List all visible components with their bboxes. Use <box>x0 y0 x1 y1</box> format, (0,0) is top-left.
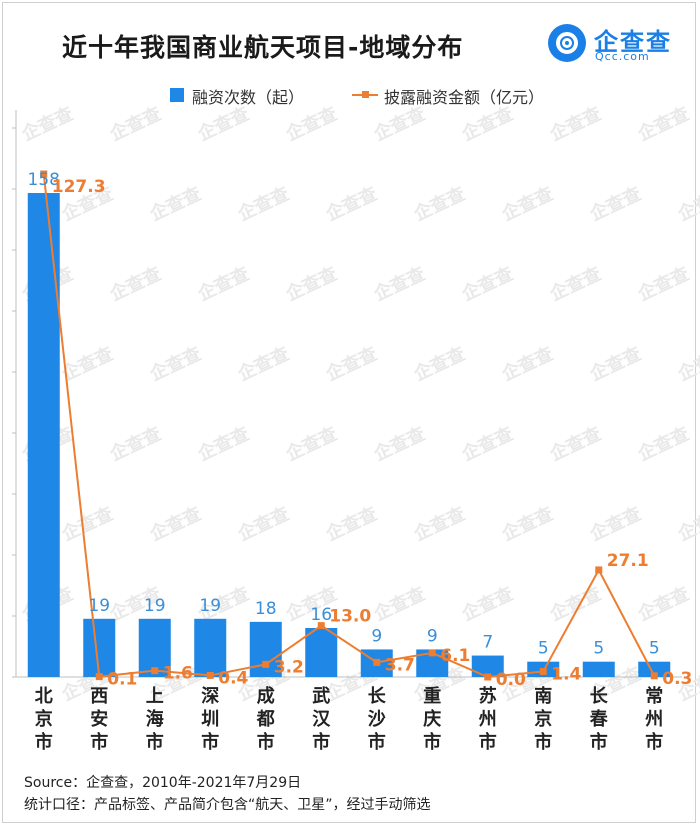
line-point <box>151 667 159 675</box>
x-tick-label: 北 <box>35 686 53 707</box>
bar-label: 19 <box>88 596 110 616</box>
bar <box>305 627 338 677</box>
bar-label: 9 <box>371 626 382 646</box>
x-tick-label: 武 <box>312 686 330 707</box>
x-tick-label: 市 <box>368 731 386 753</box>
bar-label: 19 <box>144 596 166 616</box>
legend-bar-label: 融资次数（起） <box>192 88 305 107</box>
x-tick-label: 常 <box>645 685 663 707</box>
line-point <box>539 667 547 675</box>
line-point <box>650 672 658 680</box>
line-label: 0.1 <box>107 670 137 690</box>
line-label: 27.1 <box>607 551 649 571</box>
x-tick-label: 市 <box>645 731 663 753</box>
line-label: 127.3 <box>52 177 106 197</box>
chart-title: 近十年我国商业航天项目-地域分布 <box>62 33 464 62</box>
bar-label: 9 <box>427 626 438 646</box>
bar <box>638 661 671 677</box>
line-series <box>42 173 656 679</box>
line-label: 0.0 <box>496 670 526 690</box>
bar-label: 158 <box>28 170 60 190</box>
bar <box>582 661 615 677</box>
bar-label: 7 <box>482 633 493 653</box>
x-tick-label: 市 <box>479 731 497 753</box>
qcc-logo-icon <box>548 24 586 62</box>
legend-line-marker <box>362 91 369 98</box>
bar <box>194 618 227 677</box>
qcc-logo-sub: Qcc.com <box>595 50 650 63</box>
x-tick-label: 圳 <box>201 709 219 730</box>
line-point <box>317 622 325 630</box>
x-tick-label: 上 <box>146 686 164 707</box>
bar-label: 19 <box>199 596 221 616</box>
line-point <box>595 566 603 574</box>
line-label: 3.2 <box>274 657 304 677</box>
bar-label: 18 <box>255 599 277 619</box>
qcc-logo-text: 企查查 <box>594 28 672 56</box>
x-tick-label: 市 <box>312 731 330 753</box>
bar-label: 5 <box>593 639 604 659</box>
x-tick-label: 深 <box>201 685 219 707</box>
bar-label: 5 <box>649 639 660 659</box>
footer-source: Source：企查查，2010年-2021年7月29日 <box>24 775 302 791</box>
x-tick-label: 苏 <box>479 685 497 707</box>
line-label: 6.1 <box>440 646 470 666</box>
footer-note: 统计口径：产品标签、产品简介包含“航天、卫星”，经过手动筛选 <box>24 797 431 813</box>
x-tick-label: 市 <box>35 731 53 753</box>
line-point <box>40 170 48 178</box>
x-tick-label: 春 <box>590 708 609 730</box>
line-point <box>373 658 381 666</box>
x-tick-label: 京 <box>35 708 53 730</box>
x-tick-label: 汉 <box>312 709 331 730</box>
x-tick-label: 安 <box>90 708 108 730</box>
x-tick-label: 市 <box>201 731 219 753</box>
x-tick-label: 沙 <box>368 709 386 730</box>
x-tick-label: 庆 <box>423 708 441 730</box>
x-tick-label: 市 <box>423 731 441 753</box>
line-point <box>206 671 214 679</box>
x-tick-label: 成 <box>257 685 275 707</box>
x-tick-label: 州 <box>478 709 497 730</box>
qcc-logo: 企查查 Qcc.com <box>548 22 698 66</box>
bar <box>83 618 116 677</box>
line-label: 1.6 <box>163 664 193 684</box>
x-tick-label: 市 <box>590 731 608 753</box>
bar-label: 16 <box>310 605 332 625</box>
x-tick-label: 市 <box>257 731 275 753</box>
x-tick-label: 重 <box>423 685 441 707</box>
x-tick-label: 西 <box>90 686 108 707</box>
line-label: 1.4 <box>551 664 581 684</box>
bar <box>27 193 60 677</box>
x-tick-label: 长 <box>368 686 387 707</box>
line-label: 0.3 <box>662 669 692 689</box>
line-point <box>95 673 103 681</box>
line-label: 3.7 <box>385 655 415 675</box>
x-tick-label: 市 <box>146 731 164 753</box>
bar-label: 5 <box>538 639 549 659</box>
legend-line-label: 披露融资金额（亿元） <box>384 88 545 107</box>
line-point <box>484 673 492 681</box>
x-tick-label: 都 <box>256 709 275 730</box>
x-tick-label: 州 <box>644 709 663 730</box>
x-tick-label: 市 <box>534 731 552 753</box>
bar <box>471 655 504 677</box>
line-point <box>428 649 436 657</box>
legend-bar-swatch <box>170 88 184 102</box>
line-point <box>262 660 270 668</box>
line-label: 13.0 <box>329 607 371 627</box>
x-tick-label: 海 <box>146 708 164 730</box>
x-tick-label: 南 <box>534 685 552 707</box>
x-tick-label: 京 <box>534 708 552 730</box>
x-tick-label: 市 <box>90 731 108 753</box>
x-tick-label: 长 <box>590 686 609 707</box>
line-label: 0.4 <box>218 668 248 688</box>
